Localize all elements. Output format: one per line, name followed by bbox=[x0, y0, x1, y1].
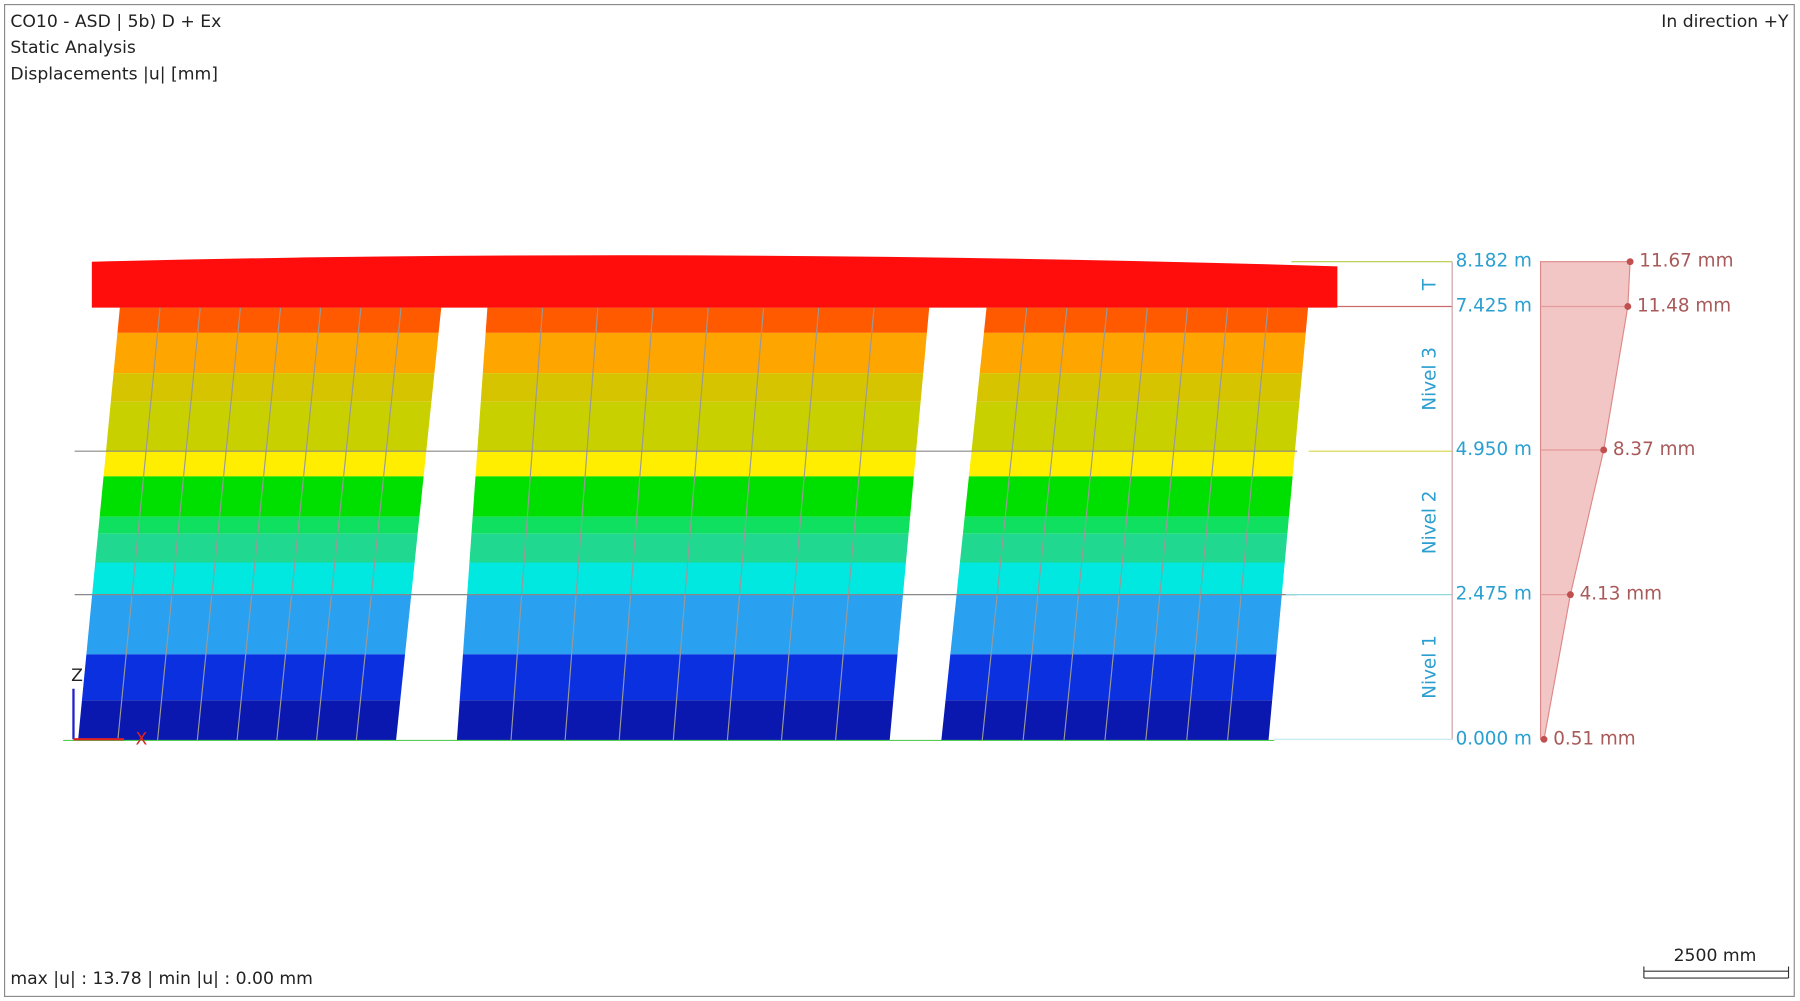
roof bbox=[91, 255, 1338, 308]
level-displacement: 11.48 mm bbox=[1637, 295, 1731, 316]
member bbox=[618, 300, 655, 741]
member bbox=[117, 300, 162, 741]
member bbox=[780, 300, 820, 741]
member bbox=[276, 300, 322, 741]
member bbox=[672, 300, 710, 741]
story-label: T bbox=[1419, 278, 1440, 291]
model bbox=[63, 255, 1338, 741]
member bbox=[834, 300, 876, 741]
story-label: Nivel 2 bbox=[1419, 490, 1440, 554]
result-type: Displacements |u| [mm] bbox=[10, 65, 218, 85]
profile-point bbox=[1540, 735, 1548, 743]
story-label: Nivel 1 bbox=[1419, 635, 1440, 699]
summary: max |u| : 13.78 | min |u| : 0.00 mm bbox=[10, 969, 313, 989]
level-elevation: 0.000 m bbox=[1456, 728, 1532, 749]
profile-point bbox=[1566, 591, 1574, 599]
analysis-type: Static Analysis bbox=[10, 38, 136, 58]
level-displacement: 4.13 mm bbox=[1580, 584, 1662, 605]
level-elevation: 2.475 m bbox=[1456, 584, 1532, 605]
scale-bar bbox=[1643, 966, 1790, 979]
member bbox=[1145, 300, 1189, 741]
level-elevation: 4.950 m bbox=[1456, 439, 1532, 460]
profile-lines bbox=[1540, 305, 1628, 596]
member bbox=[236, 300, 282, 741]
axis-x: X bbox=[135, 729, 147, 749]
level-elevation: 7.425 m bbox=[1456, 295, 1532, 316]
member bbox=[1022, 300, 1069, 741]
profile-point bbox=[1626, 258, 1634, 266]
story-label: Nivel 3 bbox=[1419, 347, 1440, 411]
level-displacement: 8.37 mm bbox=[1613, 439, 1695, 460]
level-elevation: 8.182 m bbox=[1456, 251, 1532, 272]
member bbox=[564, 300, 599, 741]
member bbox=[1104, 300, 1149, 741]
member bbox=[156, 300, 202, 741]
member bbox=[981, 300, 1028, 741]
level-lines bbox=[1274, 261, 1453, 740]
member bbox=[1227, 300, 1270, 741]
member bbox=[355, 300, 403, 741]
member bbox=[1186, 300, 1229, 741]
scale-label: 2500 mm bbox=[1674, 946, 1757, 966]
member bbox=[315, 300, 363, 741]
member bbox=[1063, 300, 1109, 741]
member bbox=[510, 300, 544, 741]
title: CO10 - ASD | 5b) D + Ex bbox=[10, 12, 221, 32]
direction: In direction +Y bbox=[1661, 12, 1789, 32]
axis-z: Z bbox=[71, 666, 83, 686]
member bbox=[196, 300, 242, 741]
profile-point bbox=[1624, 303, 1632, 310]
profile-point bbox=[1600, 446, 1608, 454]
level-displacement: 0.51 mm bbox=[1553, 728, 1635, 749]
level-displacement: 11.67 mm bbox=[1639, 251, 1733, 272]
member bbox=[726, 300, 765, 741]
